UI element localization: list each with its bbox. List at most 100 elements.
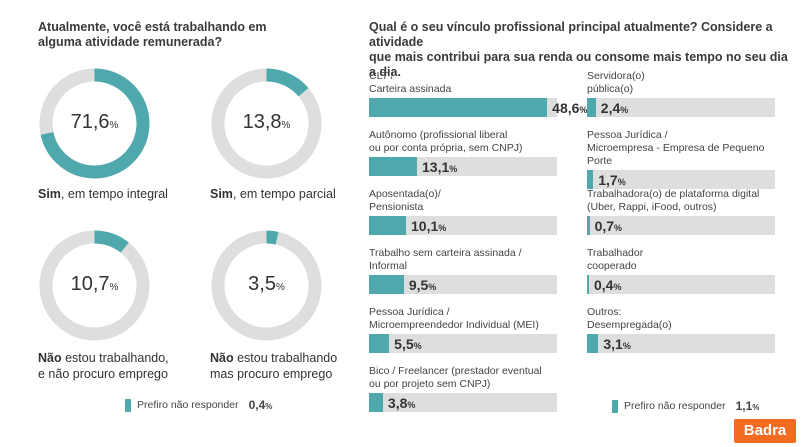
bar-fill [369, 98, 548, 117]
bar-label-line2: Carteira assinada [369, 83, 452, 95]
percent-sign: % [614, 223, 623, 233]
bar-label-line1: Bico / Freelancer (prestador eventual [369, 365, 542, 377]
donut-slice [211, 68, 322, 179]
donut-label-text: estou trabalhando [233, 351, 338, 365]
badra-logo: Badra [734, 419, 796, 443]
percent-sign: % [579, 105, 588, 115]
bar-fill [369, 275, 404, 294]
bar-track: 1,7% [587, 170, 775, 189]
bar-label-line2: Informal [369, 260, 407, 272]
donut-label-bold: Não [210, 351, 234, 365]
percent-sign: % [438, 223, 447, 233]
legend-swatch [612, 399, 618, 413]
right-no-answer-label: Prefiro não responder [624, 400, 726, 412]
bar-fill [369, 334, 390, 353]
bar-track: 2,4% [587, 98, 775, 117]
bar-label: Bico / Freelancer (prestador eventual ou … [369, 365, 559, 391]
bar-label: CLT / Carteira assinada [369, 70, 559, 96]
bar-value: 2,4% [601, 99, 628, 119]
donut-label: Sim, em tempo parcial [210, 186, 336, 202]
donut-slice [39, 230, 150, 341]
bar-item: Outros: Desempregada(o) 3,1% [587, 306, 777, 353]
bar-label-line2: Desempregada(o) [587, 319, 672, 331]
donut-value: 71,6% [37, 111, 152, 134]
bar-value: 5,5% [394, 335, 421, 355]
bar-value: 3,8% [388, 394, 415, 414]
right-question-line1: Qual é o seu vínculo profissional princi… [369, 20, 773, 49]
bar-item: Autônomo (profissional liberal ou por con… [369, 129, 559, 176]
bar-track: 48,6% [369, 98, 587, 117]
donut-label-bold: Sim [210, 187, 233, 201]
bar-value: 3,1% [603, 335, 630, 355]
left-question: Atualmente, você está trabalhando em alg… [38, 20, 267, 49]
percent-sign: % [428, 282, 437, 292]
donut-label: Sim, em tempo integral [38, 186, 168, 202]
bar-track: 9,5% [369, 275, 557, 294]
bar-item: Bico / Freelancer (prestador eventual ou … [369, 365, 559, 412]
bar-value-number: 3,1 [603, 336, 623, 352]
bar-label-line1: Trabalhadora(o) de plataforma digital [587, 188, 760, 200]
bar-label-line2: Pensionista [369, 201, 424, 213]
bar-value-number: 13,1 [422, 159, 450, 175]
bar-track: 0,7% [587, 216, 775, 235]
percent-sign: % [407, 400, 416, 410]
donut-chart [39, 230, 150, 341]
percent-sign: % [281, 120, 291, 131]
bar-fill [369, 216, 407, 235]
bar-item: Aposentada(o)/Pensionista 10,1% [369, 188, 559, 235]
bar-label-line1: Pessoa Jurídica / [587, 129, 668, 141]
donut-value-number: 71,6 [70, 111, 110, 133]
bar-value-number: 9,5 [408, 277, 429, 293]
bar-item: CLT / Carteira assinada 48,6% [369, 70, 587, 117]
percent-sign: % [617, 177, 626, 187]
donut-label: Não estou trabalhando mas procuro emprego [210, 350, 337, 382]
bar-track: 0,4% [587, 275, 775, 294]
bar-label-line2: Microempreendedor Individual (MEI) [369, 319, 539, 331]
bar-value: 0,4% [594, 276, 621, 296]
bar-fill [587, 98, 596, 117]
bar-label-line1: Trabalho sem carteira assinada / [369, 247, 522, 259]
donut-label-text: estou trabalhando, [61, 351, 169, 365]
donut-chart [211, 68, 322, 179]
bar-label: Servidora(o) pública(o) [587, 70, 777, 96]
donut-value: 10,7% [37, 273, 152, 296]
percent-sign: % [620, 105, 629, 115]
bar-track: 3,8% [369, 393, 557, 412]
bar-value: 0,7% [595, 217, 622, 237]
bar-value-number: 0,4 [594, 277, 614, 293]
donut-label: Não estou trabalhando, e não procuro empr… [38, 350, 169, 382]
right-no-answer-value: 1,1% [735, 399, 760, 413]
bar-fill [587, 216, 590, 235]
bar-item: Servidora(o) pública(o) 2,4% [587, 70, 777, 117]
bar-label: Trabalhador cooperado [587, 247, 777, 273]
bar-label: Trabalho sem carteira assinada / Informal [369, 247, 559, 273]
bar-label-line2: ou por conta própria, sem CNPJ) [369, 142, 523, 154]
left-no-answer-value: 0,4% [248, 398, 273, 412]
bar-value-number: 5,5 [394, 336, 414, 352]
bar-label: Pessoa Jurídica / Microempreendedor Indiv… [369, 306, 559, 332]
bar-label-line1: Aposentada(o)/ [369, 188, 441, 200]
donut-value: 13,8% [209, 111, 324, 134]
donut-label-text: , em tempo integral [60, 187, 168, 201]
percent-sign: % [622, 341, 631, 351]
bar-label-line1: CLT / [369, 70, 394, 82]
percent-sign: % [413, 341, 422, 351]
donut-value-number: 13,8 [242, 111, 282, 133]
bar-label-line1: Pessoa Jurídica / [369, 306, 450, 318]
percent-sign: % [109, 120, 119, 131]
bar-value-number: 0,7 [594, 218, 615, 234]
bar-value: 9,5% [409, 276, 436, 296]
donut-label-bold: Sim [38, 187, 61, 201]
bar-fill [587, 334, 599, 353]
bar-label: Outros: Desempregada(o) [587, 306, 777, 332]
bar-label-line2: pública(o) [587, 83, 634, 95]
donut-label-text: , em tempo parcial [232, 187, 336, 201]
bar-item: Trabalhador cooperado 0,4% [587, 247, 777, 294]
bar-value: 10,1% [411, 217, 446, 237]
right-question-line2: que mais contribui para sua renda ou con… [369, 50, 788, 79]
bar-label-line1: Trabalhador [587, 247, 644, 259]
percent-sign: % [613, 282, 622, 292]
right-question: Qual é o seu vínculo profissional princi… [369, 20, 789, 80]
percent-sign: % [449, 164, 458, 174]
donut-value: 3,5% [209, 273, 324, 296]
